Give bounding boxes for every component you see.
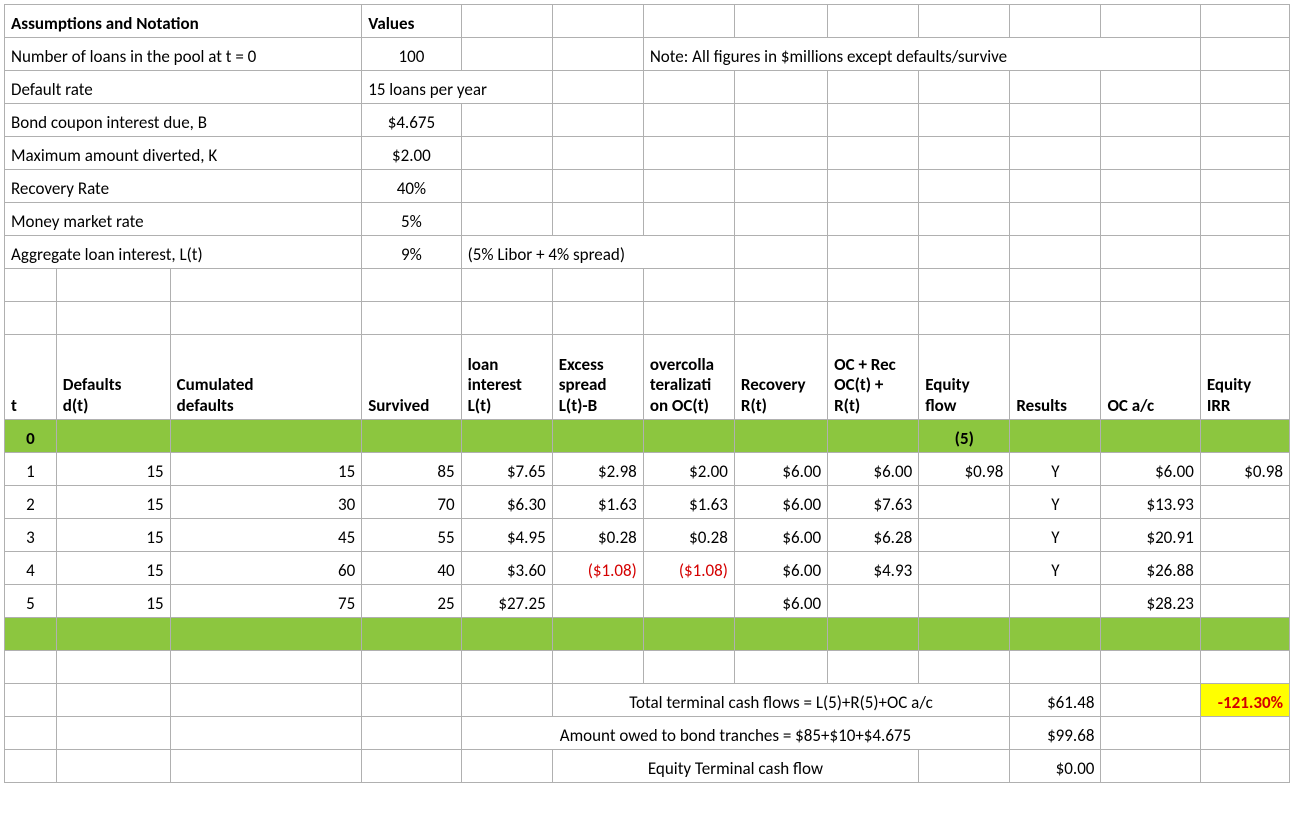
cell-excessspread: $2.98 <box>552 453 643 486</box>
data-row: 5 15 75 25 $27.25 $6.00 $28.23 <box>5 585 1290 618</box>
assumption-row: Recovery Rate 40% <box>5 170 1290 203</box>
col-header-ocac: OC a/c <box>1101 335 1200 420</box>
col-header-survived: Survived <box>362 335 461 420</box>
data-row: 1 15 15 85 $7.65 $2.98 $2.00 $6.00 $6.00… <box>5 453 1290 486</box>
col-header-ocrec: OC + RecOC(t) +R(t) <box>828 335 919 420</box>
assumptions-label: Assumptions and Notation <box>5 5 362 38</box>
equity-irr-result: -121.30% <box>1200 684 1289 717</box>
footer-label: Total terminal cash flows = L(5)+R(5)+OC… <box>552 684 1010 717</box>
cell-equityirr: $0.98 <box>1200 453 1289 486</box>
cell-results: Y <box>1010 453 1101 486</box>
cell-recovery: $6.00 <box>734 453 827 486</box>
spreadsheet-table: Assumptions and Notation Values Number o… <box>4 4 1290 783</box>
assumption-row: Maximum amount diverted, K $2.00 <box>5 137 1290 170</box>
col-header-defaults: Defaultsd(t) <box>56 335 170 420</box>
assumption-row: Number of loans in the pool at t = 0 100… <box>5 38 1290 71</box>
assumption-label: Aggregate loan interest, L(t) <box>5 236 362 269</box>
figures-note: Note: All figures in $millions except de… <box>643 38 1200 71</box>
cell-oc: $2.00 <box>643 453 734 486</box>
assumption-row: Money market rate 5% <box>5 203 1290 236</box>
footer-value: $0.00 <box>1010 750 1101 783</box>
data-header-row: t Defaultsd(t) Cumulateddefaults Survive… <box>5 335 1290 420</box>
assumption-value: 9% <box>362 236 461 269</box>
assumption-label: Number of loans in the pool at t = 0 <box>5 38 362 71</box>
assumption-value: 100 <box>362 38 461 71</box>
assumption-row: Default rate 15 loans per year <box>5 71 1290 104</box>
col-header-excessspread: ExcessspreadL(t)-B <box>552 335 643 420</box>
col-header-recovery: RecoveryR(t) <box>734 335 827 420</box>
footer-row: Amount owed to bond tranches = $85+$10+$… <box>5 717 1290 750</box>
cell-t: 0 <box>5 420 57 453</box>
footer-value: $61.48 <box>1010 684 1101 717</box>
blank-row <box>5 651 1290 684</box>
values-label: Values <box>362 5 461 38</box>
assumption-row: Aggregate loan interest, L(t) 9% (5% Lib… <box>5 236 1290 269</box>
cell-survived: 85 <box>362 453 461 486</box>
col-header-t: t <box>5 335 57 420</box>
assumption-value: 5% <box>362 203 461 236</box>
assumption-label: Default rate <box>5 71 362 104</box>
assumption-value: 15 loans per year <box>362 71 553 104</box>
data-row: 2 15 30 70 $6.30 $1.63 $1.63 $6.00 $7.63… <box>5 486 1290 519</box>
assumption-label: Maximum amount diverted, K <box>5 137 362 170</box>
data-row-0: 0 (5) <box>5 420 1290 453</box>
footer-value: $99.68 <box>1010 717 1101 750</box>
col-header-loaninterest: loaninterestL(t) <box>461 335 552 420</box>
assumption-extra: (5% Libor + 4% spread) <box>461 236 734 269</box>
cell-loaninterest: $7.65 <box>461 453 552 486</box>
blank-row <box>5 269 1290 302</box>
assumption-value: 40% <box>362 170 461 203</box>
col-header-oc: overcollateralization OC(t) <box>643 335 734 420</box>
cell-t: 1 <box>5 453 57 486</box>
col-header-results: Results <box>1010 335 1101 420</box>
assumptions-header-row: Assumptions and Notation Values <box>5 5 1290 38</box>
assumption-label: Money market rate <box>5 203 362 236</box>
cell-ocac: $6.00 <box>1101 453 1200 486</box>
cell-equityflow: $0.98 <box>919 453 1010 486</box>
green-separator <box>5 618 1290 651</box>
data-row: 3 15 45 55 $4.95 $0.28 $0.28 $6.00 $6.28… <box>5 519 1290 552</box>
cell-ocrec: $6.00 <box>828 453 919 486</box>
footer-label: Amount owed to bond tranches = $85+$10+$… <box>461 717 1010 750</box>
assumption-label: Bond coupon interest due, B <box>5 104 362 137</box>
cell-cumdefaults: 15 <box>170 453 362 486</box>
assumption-label: Recovery Rate <box>5 170 362 203</box>
col-header-cumdefaults: Cumulateddefaults <box>170 335 362 420</box>
col-header-equityirr: EquityIRR <box>1200 335 1289 420</box>
assumption-value: $2.00 <box>362 137 461 170</box>
assumption-row: Bond coupon interest due, B $4.675 <box>5 104 1290 137</box>
assumption-value: $4.675 <box>362 104 461 137</box>
cell-equityflow: (5) <box>919 420 1010 453</box>
cell-defaults: 15 <box>56 453 170 486</box>
footer-row: Equity Terminal cash flow $0.00 <box>5 750 1290 783</box>
footer-label: Equity Terminal cash flow <box>552 750 919 783</box>
blank-row <box>5 302 1290 335</box>
footer-row: Total terminal cash flows = L(5)+R(5)+OC… <box>5 684 1290 717</box>
data-row: 4 15 60 40 $3.60 ($1.08) ($1.08) $6.00 $… <box>5 552 1290 585</box>
col-header-equityflow: Equityflow <box>919 335 1010 420</box>
